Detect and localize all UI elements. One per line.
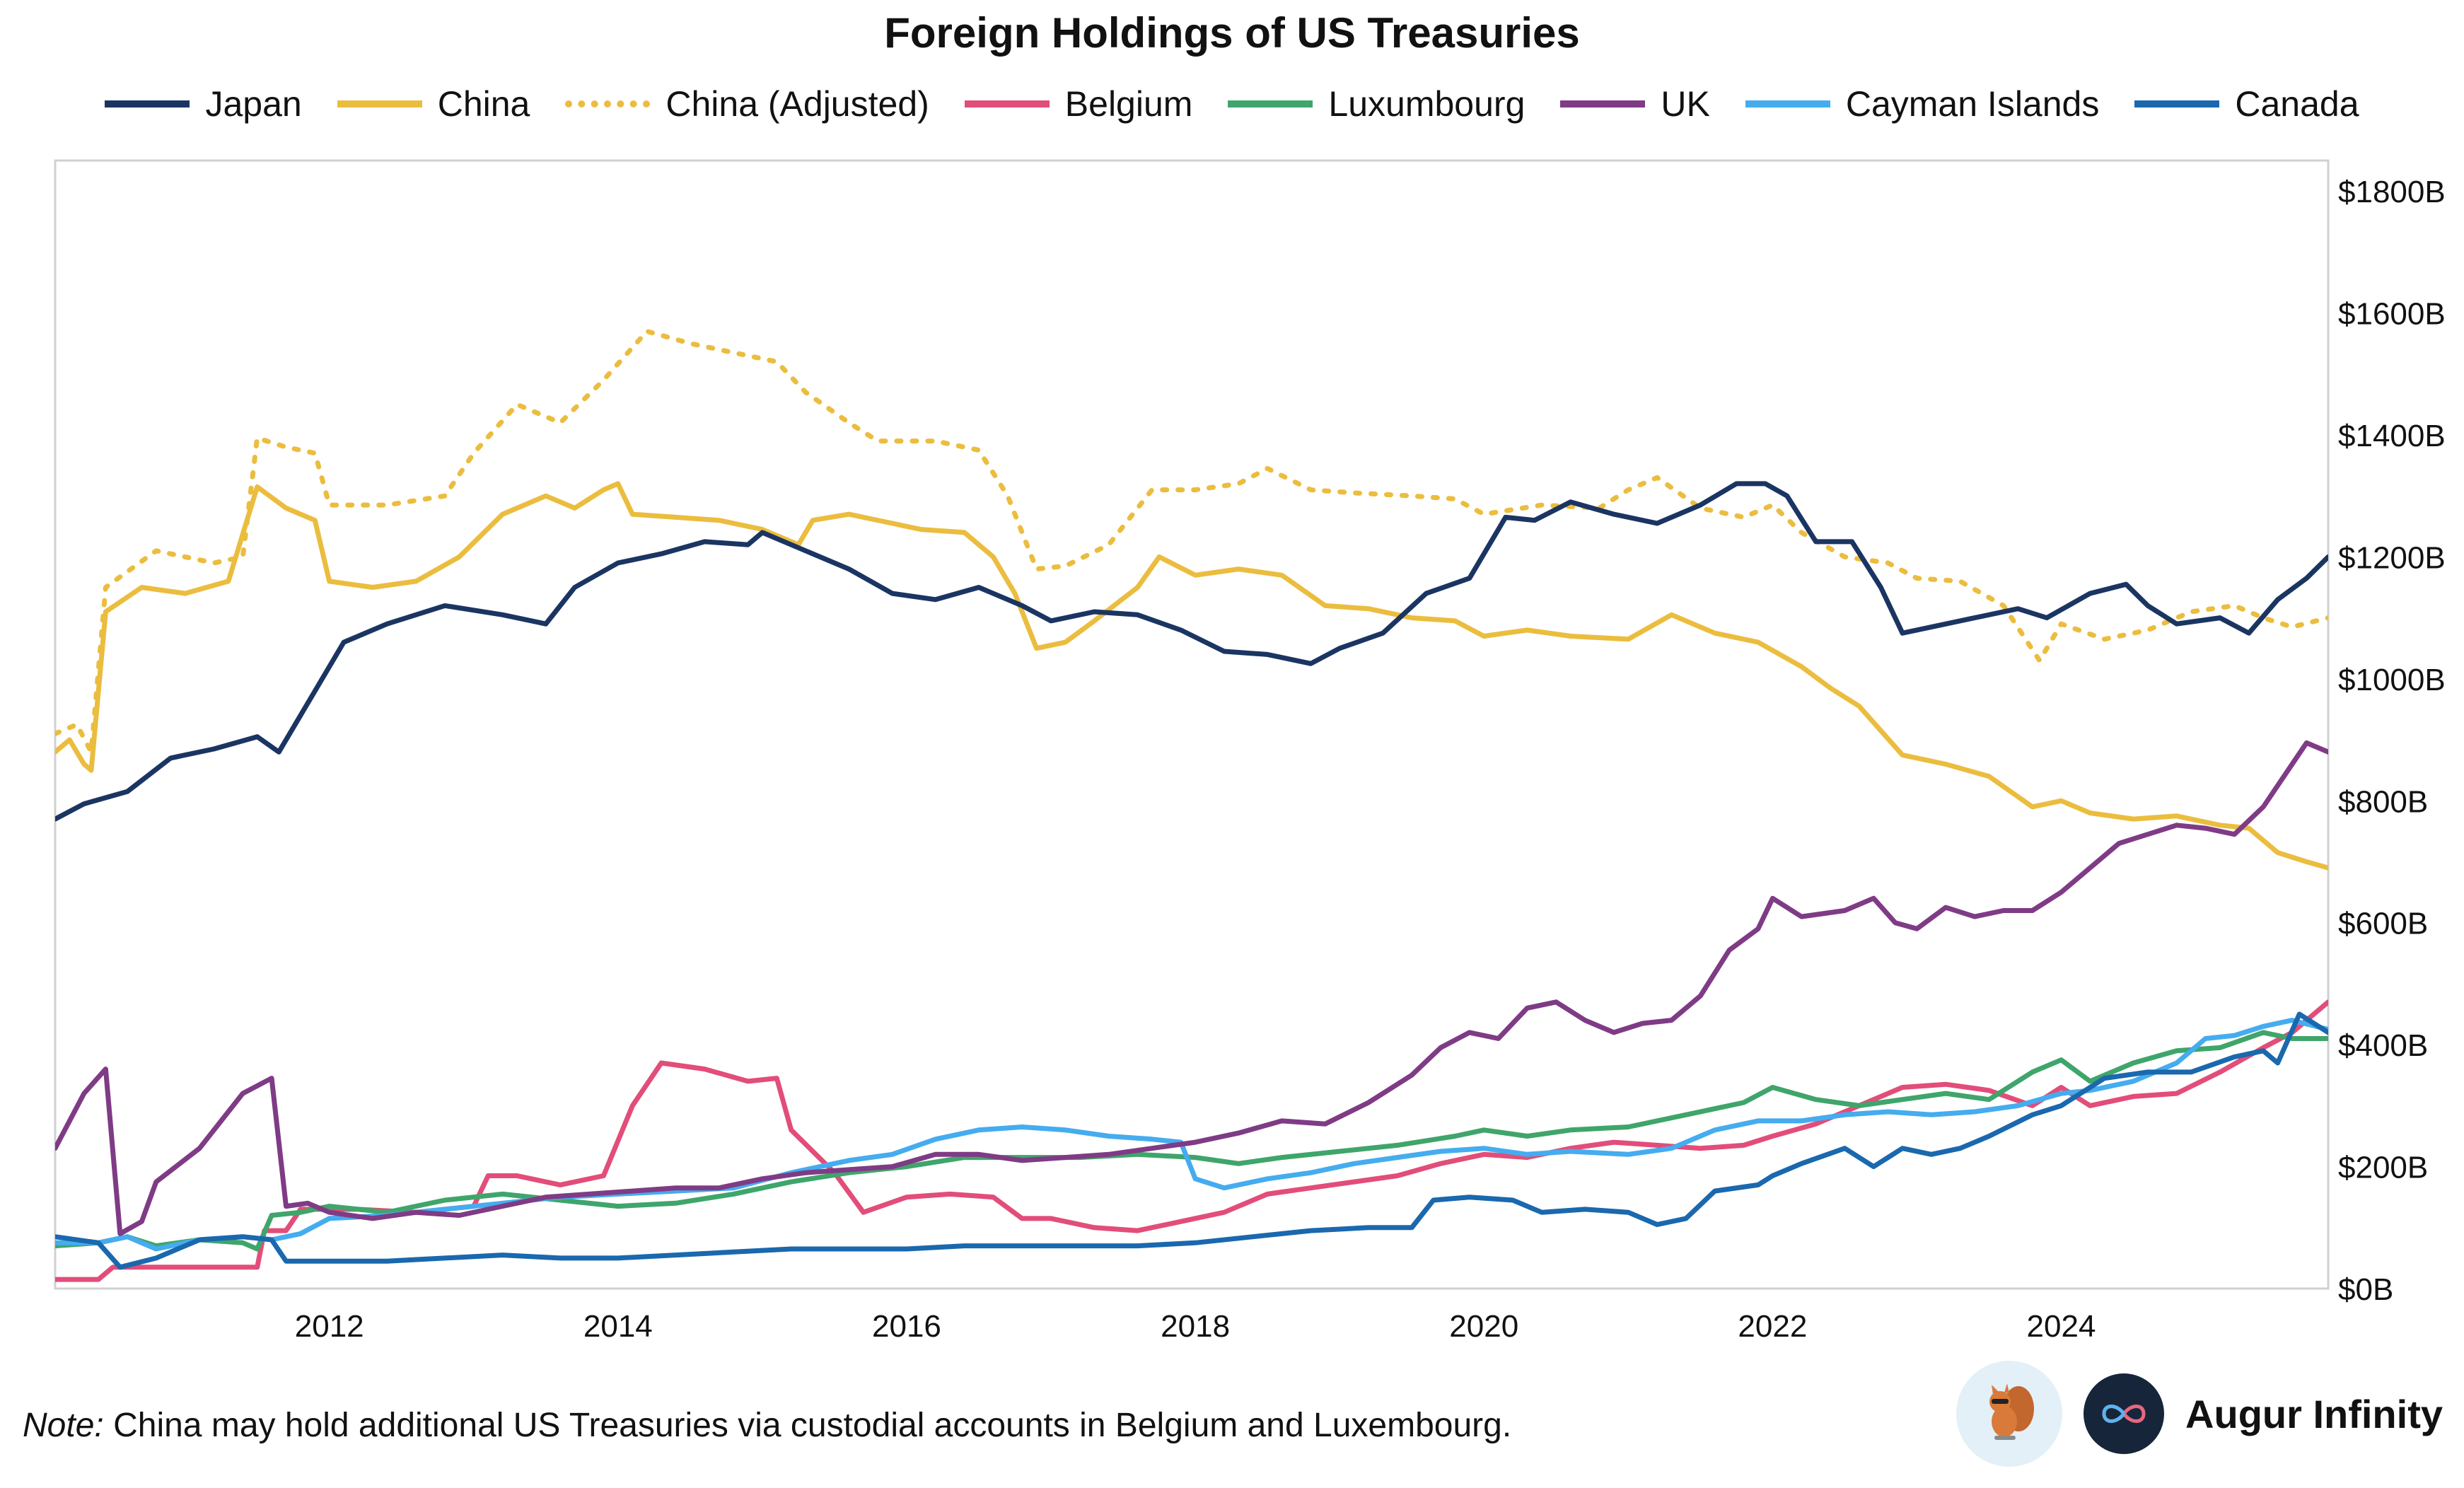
y-tick-label: $0B [2338,1272,2393,1307]
y-tick-label: $800B [2338,784,2428,819]
legend-label: China (Adjusted) [666,84,929,124]
footnote: Note: China may hold additional US Treas… [23,1406,1511,1445]
legend-swatch [964,100,1050,107]
note-text: China may hold additional US Treasuries … [113,1407,1512,1444]
legend-item-japan: Japan [105,83,302,124]
series-line-china-adjusted [55,328,2328,755]
y-tick-label: $400B [2338,1028,2428,1063]
x-tick-label: 2022 [1738,1309,1807,1344]
legend-label: China [437,84,530,124]
legend-swatch [2134,100,2220,107]
plot-frame [54,159,2330,1290]
y-tick-label: $1200B [2338,540,2446,575]
legend-label: Luxumbourg [1328,84,1526,124]
legend-swatch [337,100,422,107]
x-tick-label: 2024 [2027,1309,2096,1344]
legend-item-cayman-islands: Cayman Islands [1745,83,2100,124]
legend-label: Cayman Islands [1845,84,2100,124]
x-tick-label: 2012 [295,1309,364,1344]
y-tick-label: $1000B [2338,663,2446,697]
legend-swatch [1745,100,1830,107]
legend-item-belgium: Belgium [964,83,1193,124]
legend-label: Belgium [1064,84,1193,124]
legend-item-uk: UK [1560,83,1710,124]
legend-swatch [1560,100,1646,107]
y-tick-label: $1400B [2338,419,2446,453]
squirrel-icon [1956,1361,2063,1467]
brand-name: Augur Infinity [2185,1391,2443,1436]
y-tick-label: $600B [2338,907,2428,941]
legend-label: UK [1661,84,1710,124]
legend-label: Canada [2235,84,2359,124]
x-tick-label: 2018 [1161,1309,1230,1344]
legend-label: Japan [205,84,302,124]
series-line-canada [55,1011,2328,1270]
infinity-icon [2084,1373,2165,1454]
y-tick-label: $1600B [2338,297,2446,332]
brand: Augur Infinity [1956,1361,2443,1467]
y-tick-label: $200B [2338,1151,2428,1185]
legend-item-china-adjusted: China (Adjusted) [565,83,929,124]
legend: Japan China China (Adjusted) Belgium Luxumbo… [0,83,2464,124]
series-line-uk [55,740,2328,1236]
chart-title: Foreign Holdings of US Treasuries [884,9,1580,57]
legend-swatch [105,100,190,107]
legend-swatch [1228,100,1313,107]
series-line-luxumbourg [55,1030,2328,1252]
series-line-china [55,481,2328,871]
x-tick-label: 2020 [1449,1309,1518,1344]
legend-item-canada: Canada [2134,83,2359,124]
x-tick-label: 2014 [583,1309,653,1344]
y-tick-label: $1800B [2338,175,2446,209]
note-label: Note: [23,1407,104,1444]
legend-item-luxumbourg: Luxumbourg [1228,83,1525,124]
x-tick-label: 2016 [872,1309,941,1344]
legend-item-china: China [337,83,530,124]
series-line-japan [55,481,2328,822]
legend-swatch [565,100,651,107]
